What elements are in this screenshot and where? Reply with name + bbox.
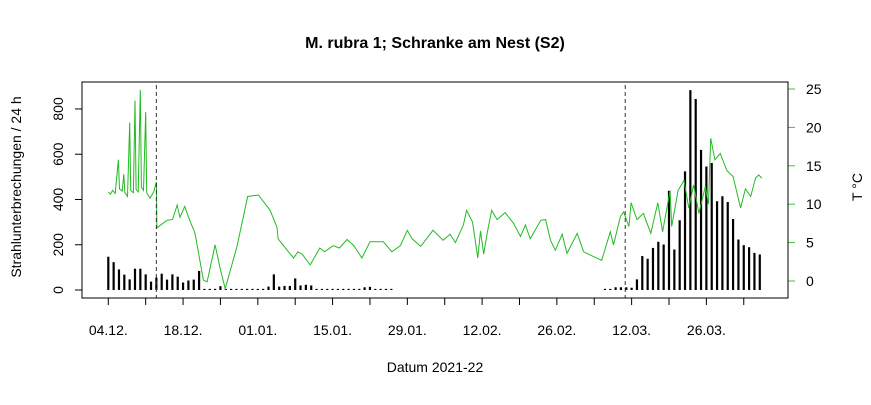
x-tick-label: 15.01. bbox=[313, 322, 352, 338]
y-tick-label: 200 bbox=[50, 233, 66, 257]
y-tick-label: 0 bbox=[50, 286, 66, 294]
x-tick-label: 01.01. bbox=[238, 322, 277, 338]
x-tick-label: 26.03. bbox=[687, 322, 726, 338]
y-tick-label: 600 bbox=[50, 142, 66, 166]
y-axis-label: Strahlunterbrechungen / 24 h bbox=[8, 96, 24, 277]
y-tick-label: 800 bbox=[50, 97, 66, 121]
y-right-tick-label: 15 bbox=[806, 158, 822, 174]
x-tick-label: 26.02. bbox=[537, 322, 576, 338]
chart-title: M. rubra 1; Schranke am Nest (S2) bbox=[305, 35, 565, 52]
y-right-tick-label: 25 bbox=[806, 81, 822, 97]
x-tick-label: 12.03. bbox=[612, 322, 651, 338]
y-axis-right-label: T °C bbox=[849, 173, 865, 201]
x-tick-label: 12.02. bbox=[463, 322, 502, 338]
temperature-line bbox=[107, 89, 763, 291]
y-right-tick-label: 0 bbox=[806, 273, 814, 289]
y-tick-label: 400 bbox=[50, 188, 66, 212]
y-right-tick-label: 20 bbox=[806, 119, 822, 135]
x-tick-label: 18.12. bbox=[164, 322, 203, 338]
y-right-tick-label: 5 bbox=[806, 235, 814, 251]
x-axis-label: Datum 2021-22 bbox=[387, 359, 484, 375]
y-right-tick-label: 10 bbox=[806, 196, 822, 212]
plot-box bbox=[81, 81, 789, 299]
x-tick-label: 29.01. bbox=[388, 322, 427, 338]
x-tick-label: 04.12. bbox=[89, 322, 128, 338]
